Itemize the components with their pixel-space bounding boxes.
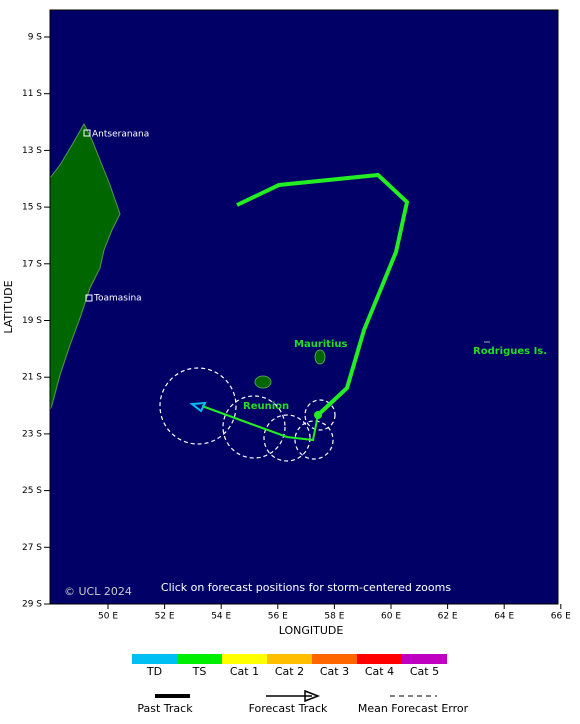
category-swatch [177, 654, 222, 664]
forecast-arrow [189, 401, 207, 413]
lat-tick-label: 27 S [22, 543, 42, 553]
lat-tick-label: 21 S [22, 373, 42, 383]
current-position [314, 411, 322, 419]
category-label: Cat 2 [275, 665, 304, 678]
lon-tick-label: 52 E [155, 612, 175, 622]
place-label: Antseranana [92, 130, 149, 140]
copyright: © UCL 2024 [64, 585, 132, 598]
place-label: Reunion [243, 401, 289, 412]
error-circle[interactable] [304, 399, 336, 431]
forecast-error-circles [159, 367, 336, 462]
forecast-track [201, 405, 319, 442]
category-swatch [222, 654, 267, 664]
lat-tick-label: 11 S [22, 89, 42, 99]
category-swatch [312, 654, 357, 664]
city-marker [85, 294, 93, 302]
lat-tick-label: 15 S [22, 203, 42, 213]
lon-tick-label: 50 E [98, 612, 118, 622]
x-axis-label: LONGITUDE [279, 624, 344, 637]
category-label: TS [192, 665, 207, 678]
lat-tick-label: 19 S [22, 316, 42, 326]
madagascar [49, 122, 121, 411]
lon-tick-label: 64 E [494, 612, 514, 622]
lat-tick-label: 29 S [22, 600, 42, 610]
category-swatch [402, 654, 447, 664]
city-marker [83, 129, 91, 137]
lat-tick-label: 23 S [22, 429, 42, 439]
lon-tick-label: 62 E [438, 612, 458, 622]
y-axis-label: LATITUDE [2, 280, 15, 333]
lon-tick-label: 56 E [268, 612, 288, 622]
map-frame [49, 9, 559, 605]
error-circle[interactable] [294, 420, 334, 460]
lat-tick-label: 9 S [28, 33, 43, 43]
category-label: Cat 1 [230, 665, 259, 678]
lon-tick-label: 60 E [381, 612, 401, 622]
category-label: TD [146, 665, 162, 678]
error-circle[interactable] [263, 414, 311, 462]
category-swatch [267, 654, 312, 664]
category-label: Cat 5 [410, 665, 439, 678]
error-circle[interactable] [159, 367, 237, 445]
category-label: Cat 4 [365, 665, 394, 678]
mauritius-island [314, 349, 326, 365]
note[interactable]: Click on forecast positions for storm-ce… [161, 581, 451, 594]
legend-arrow [304, 689, 321, 703]
category-swatch [132, 654, 177, 664]
past-track [236, 172, 410, 417]
lat-tick-label: 25 S [22, 486, 42, 496]
lat-tick-label: 13 S [22, 146, 42, 156]
ocean [50, 10, 558, 604]
category-label: Cat 3 [320, 665, 349, 678]
legend-label: Mean Forecast Error [358, 702, 469, 715]
place-label: Mauritius [294, 339, 348, 350]
lat-tick-label: 17 S [22, 259, 42, 269]
place-label: Toamasina [93, 294, 142, 304]
place-label: Rodrigues Is. [473, 346, 547, 357]
legend-label: Past Track [137, 702, 193, 715]
legend-label: Forecast Track [249, 702, 328, 715]
lon-tick-label: 54 E [211, 612, 231, 622]
error-circle[interactable] [222, 395, 286, 459]
reunion-island [254, 375, 272, 389]
lon-tick-label: 58 E [324, 612, 344, 622]
lon-tick-label: 66 E [551, 612, 571, 622]
category-swatch [357, 654, 402, 664]
